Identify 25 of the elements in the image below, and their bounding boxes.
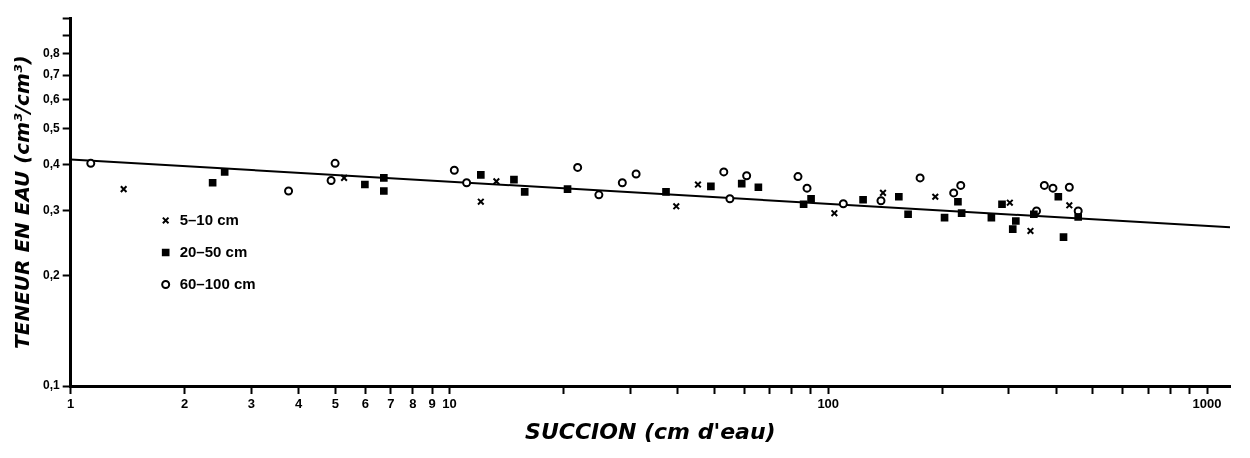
y-tick-label: 0,1 bbox=[42, 378, 60, 393]
y-tick-label: 0,7 bbox=[42, 67, 60, 82]
x-tick-label: 10 bbox=[442, 396, 457, 412]
x-tick-label: 6 bbox=[361, 396, 370, 412]
x-tick-label: 9 bbox=[428, 396, 436, 412]
x-axis-title: SUCCION (cm d'eau) bbox=[525, 418, 776, 444]
y-tick-label: 0,4 bbox=[42, 156, 60, 171]
x-tick-label: 1 bbox=[67, 396, 75, 412]
x-tick-label: 3 bbox=[247, 396, 256, 412]
x-tick-label: 2 bbox=[181, 396, 189, 412]
legend-label: 5–10 cm bbox=[179, 210, 239, 228]
y-tick-label: 0,2 bbox=[42, 267, 60, 282]
x-tick-label: 8 bbox=[409, 396, 417, 412]
legend-label: 20–50 cm bbox=[179, 242, 248, 260]
y-tick-label: 0,8 bbox=[42, 46, 60, 61]
x-tick-label: 100 bbox=[817, 396, 840, 412]
y-tick-label: 0,6 bbox=[42, 92, 60, 107]
y-tick-label: 0,5 bbox=[42, 121, 60, 136]
y-tick-label: 0,3 bbox=[42, 202, 60, 217]
legend-label: 60–100 cm bbox=[179, 274, 256, 292]
y-axis-title: TENEUR EN EAU (cm³/cm³) bbox=[10, 55, 35, 349]
x-tick-label: 4 bbox=[295, 396, 304, 412]
x-tick-label: 1000 bbox=[1192, 396, 1222, 412]
x-tick-label: 5 bbox=[331, 396, 340, 412]
x-tick-label: 7 bbox=[387, 396, 395, 412]
